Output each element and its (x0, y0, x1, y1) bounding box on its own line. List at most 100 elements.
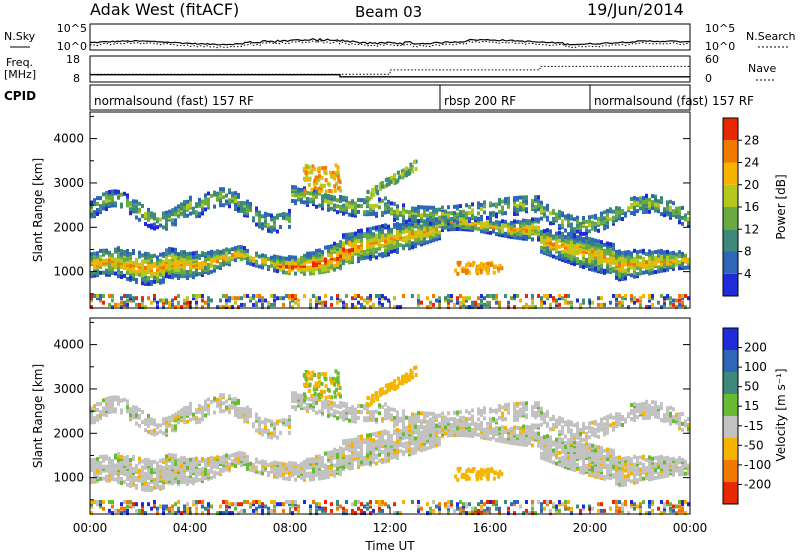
velocity-cell (114, 471, 117, 476)
velocity-cell (222, 466, 225, 471)
power-cell (132, 207, 135, 212)
power-cell (378, 300, 381, 305)
velocity-cell (177, 474, 180, 478)
power-cell (132, 298, 135, 303)
power-cell (540, 302, 543, 307)
power-cell (500, 266, 504, 271)
power-cell (432, 209, 435, 214)
power-cell (606, 212, 609, 217)
power-cell (342, 253, 345, 258)
power-cell (324, 257, 327, 262)
velocity-cell (426, 446, 429, 451)
velocity-cell (273, 421, 276, 426)
power-cell (600, 211, 603, 216)
power-cell (588, 236, 591, 241)
power-cell (123, 294, 126, 298)
power-cell (477, 305, 480, 310)
power-cell (570, 257, 573, 262)
power-cell (321, 250, 324, 255)
velocity-cell (129, 458, 132, 462)
power-cell (216, 191, 219, 196)
power-cell (330, 264, 333, 269)
velocity-cell (291, 399, 294, 403)
power-cell (576, 257, 579, 262)
power-cell (375, 211, 378, 216)
freq-tick-top: 18 (66, 53, 80, 66)
velocity-cell (102, 476, 105, 481)
power-cell (411, 214, 414, 219)
power-cell (228, 296, 231, 301)
power-cell (120, 249, 123, 253)
power-cell (174, 247, 177, 252)
power-cell (597, 228, 600, 233)
power-cell (472, 261, 476, 265)
power-cell (219, 305, 222, 310)
velocity-cell (201, 409, 204, 414)
power-cell (306, 251, 309, 256)
power-cell (135, 199, 138, 204)
power-cell (588, 223, 591, 228)
power-cell (633, 206, 636, 210)
power-cell (120, 192, 123, 197)
power-cell (615, 296, 618, 301)
power-cell (396, 240, 399, 244)
power-cell (576, 298, 579, 303)
noise-left-tick-bottom: 10^0 (57, 40, 87, 53)
power-cell (255, 259, 258, 264)
power-cell (264, 254, 267, 259)
power-cell (447, 300, 450, 305)
power-cell (663, 296, 666, 301)
power-cell (462, 209, 465, 214)
velocity-cell (378, 458, 381, 463)
power-cell (471, 208, 474, 213)
power-cell (507, 196, 510, 201)
power-cell (207, 298, 210, 303)
power-cell (663, 302, 666, 307)
power-cell (378, 242, 381, 247)
velocity-cell (288, 502, 291, 507)
power-cell (288, 294, 291, 298)
power-cell (651, 270, 654, 275)
power-cell (240, 302, 243, 307)
velocity-cell (240, 451, 243, 456)
power-cell (363, 198, 366, 203)
velocity-cell (384, 502, 387, 507)
velocity-cell (165, 504, 168, 509)
power-cell (456, 223, 459, 227)
velocity-cell (165, 506, 168, 511)
colorbar-tick-label: 24 (744, 156, 759, 170)
power-cell (300, 187, 303, 192)
power-cell (108, 262, 111, 267)
velocity-cell (363, 456, 366, 460)
velocity-cell (417, 431, 420, 436)
power-cell (381, 244, 384, 249)
power-cell (288, 265, 291, 270)
power-cell (480, 206, 483, 211)
velocity-cell (273, 429, 276, 434)
velocity-cell (99, 460, 102, 465)
power-cell (432, 217, 435, 222)
noise-right-tick-top: 10^5 (705, 22, 735, 35)
velocity-cell (279, 461, 282, 466)
power-cell (132, 296, 135, 301)
power-cell (369, 296, 372, 301)
power-cell (240, 245, 243, 250)
power-cell (195, 296, 198, 301)
power-cell (645, 199, 648, 204)
velocity-cell (117, 472, 120, 477)
power-cell (540, 245, 543, 250)
power-cell (201, 203, 204, 208)
power-cell (330, 189, 334, 194)
velocity-cell (192, 412, 195, 417)
power-cell (318, 248, 321, 253)
velocity-cell (381, 502, 384, 507)
power-cell (597, 216, 600, 221)
power-cell (348, 248, 351, 253)
power-cell (321, 300, 324, 305)
power-cell (342, 305, 345, 310)
power-cell (204, 258, 207, 263)
velocity-cell (261, 428, 264, 433)
power-cell (396, 208, 399, 213)
velocity-cell (315, 458, 318, 463)
velocity-cell (381, 404, 384, 409)
